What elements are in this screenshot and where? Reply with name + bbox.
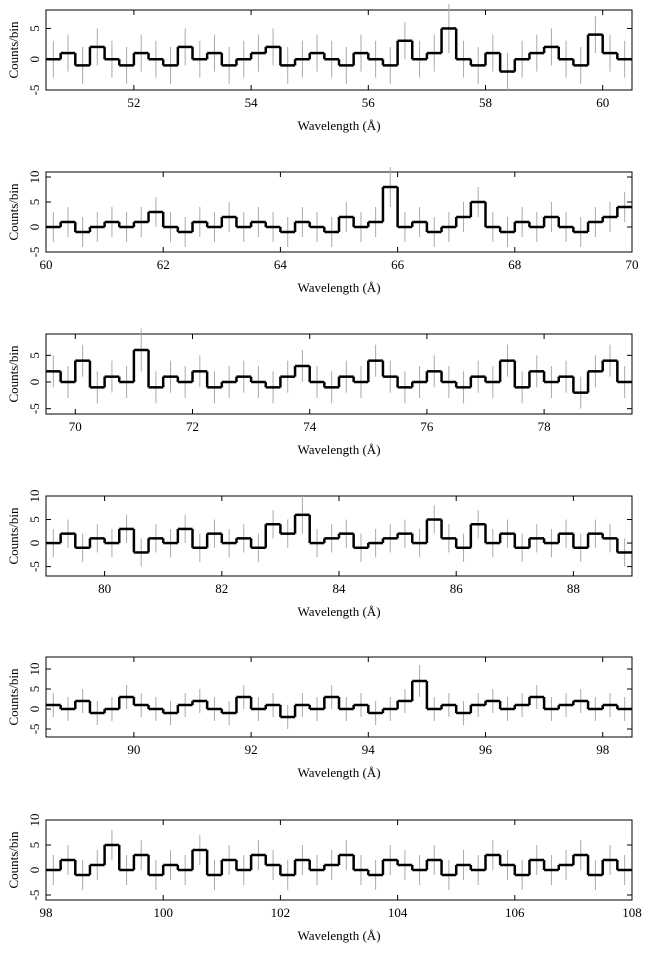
x-tick-label: 70 <box>626 257 639 272</box>
plot-frame <box>45 333 633 415</box>
y-axis-label: Counts/bin <box>6 21 21 79</box>
x-tick-label: 108 <box>622 905 642 920</box>
y-tick-label: 10 <box>27 663 42 676</box>
x-tick-label: 90 <box>127 742 140 757</box>
x-tick-label: 102 <box>271 905 291 920</box>
step-connector <box>59 28 619 72</box>
plot-frame <box>45 171 633 253</box>
x-tick-label: 88 <box>567 581 580 596</box>
step-connector <box>59 845 619 875</box>
y-tick-label: -5 <box>27 724 42 735</box>
plot-frame <box>45 9 633 91</box>
step-connector <box>59 514 619 553</box>
x-axis-label: Wavelength (Å) <box>297 118 380 133</box>
y-tick-label: -5 <box>27 561 42 572</box>
panel: 98 100 102 104 106 108 -5 0 5 10 Wavelength (Å) Cou… <box>6 814 642 943</box>
x-tick-label: 92 <box>245 742 258 757</box>
panel: 60 62 64 66 68 70 -5 0 5 10 Wavelength (Å) Counts/b… <box>6 167 639 295</box>
x-tick-label: 82 <box>215 581 228 596</box>
y-tick-label: 10 <box>27 814 42 827</box>
x-axis-label: Wavelength (Å) <box>297 604 380 619</box>
x-tick-label: 86 <box>450 581 464 596</box>
y-tick-label: -5 <box>27 403 42 414</box>
x-tick-label: 106 <box>505 905 525 920</box>
x-axis-label: Wavelength (Å) <box>297 928 380 943</box>
x-tick-label: 94 <box>362 742 376 757</box>
x-tick-label: 76 <box>420 419 434 434</box>
plot-frame <box>45 656 633 738</box>
step-connector <box>59 681 619 717</box>
y-tick-label: 0 <box>27 379 42 386</box>
y-tick-label: -5 <box>27 890 42 901</box>
x-tick-label: 56 <box>362 95 376 110</box>
panel: 90 92 94 96 98 -5 0 5 10 Wavelength (Å) Counts/bin <box>6 656 633 780</box>
y-tick-label: 5 <box>27 199 42 206</box>
x-tick-label: 96 <box>479 742 493 757</box>
y-tick-label: 0 <box>27 224 42 231</box>
step-connector <box>59 187 619 232</box>
panel: 70 72 74 76 78 -5 0 5 Wavelength (Å) Counts/bin <box>6 328 633 457</box>
x-axis-label: Wavelength (Å) <box>297 765 380 780</box>
y-tick-label: 5 <box>27 25 42 32</box>
x-tick-label: 98 <box>40 905 53 920</box>
x-tick-label: 52 <box>127 95 140 110</box>
x-axis-label: Wavelength (Å) <box>297 442 380 457</box>
y-tick-label: 0 <box>27 706 42 713</box>
x-tick-label: 70 <box>69 419 82 434</box>
x-tick-label: 62 <box>157 257 170 272</box>
y-axis-label: Counts/bin <box>6 668 21 726</box>
y-tick-label: -5 <box>27 85 42 96</box>
y-axis-label: Counts/bin <box>6 345 21 403</box>
x-tick-label: 104 <box>388 905 408 920</box>
x-tick-label: 68 <box>508 257 521 272</box>
x-tick-label: 58 <box>479 95 492 110</box>
step-connector <box>59 350 619 393</box>
y-axis-label: Counts/bin <box>6 507 21 565</box>
y-tick-label: 10 <box>27 171 42 184</box>
y-tick-label: 0 <box>27 540 42 547</box>
x-tick-label: 66 <box>391 257 405 272</box>
x-tick-label: 60 <box>40 257 53 272</box>
x-tick-label: 100 <box>153 905 173 920</box>
y-tick-label: 0 <box>27 867 42 874</box>
y-axis-label: Counts/bin <box>6 831 21 889</box>
x-tick-label: 98 <box>596 742 609 757</box>
x-tick-label: 64 <box>274 257 288 272</box>
y-tick-label: 5 <box>27 352 42 359</box>
y-tick-label: -5 <box>27 247 42 258</box>
x-axis-label: Wavelength (Å) <box>297 280 380 295</box>
plot-frame <box>45 819 633 901</box>
y-tick-label: 5 <box>27 842 42 849</box>
x-tick-label: 60 <box>596 95 609 110</box>
x-tick-label: 80 <box>98 581 111 596</box>
y-tick-label: 10 <box>27 490 42 503</box>
y-tick-label: 0 <box>27 56 42 63</box>
x-tick-label: 72 <box>186 419 199 434</box>
y-tick-label: 5 <box>27 516 42 523</box>
x-tick-label: 54 <box>245 95 259 110</box>
y-axis-label: Counts/bin <box>6 183 21 241</box>
panel: 52 54 56 58 60 -5 0 5 Wavelength (Å) Counts/bin <box>6 3 633 133</box>
x-tick-label: 84 <box>333 581 347 596</box>
panel: 80 82 84 86 88 -5 0 5 10 Wavelength (Å) Counts/bin <box>6 490 633 619</box>
y-tick-label: 5 <box>27 686 42 693</box>
x-tick-label: 74 <box>303 419 317 434</box>
x-tick-label: 78 <box>538 419 551 434</box>
